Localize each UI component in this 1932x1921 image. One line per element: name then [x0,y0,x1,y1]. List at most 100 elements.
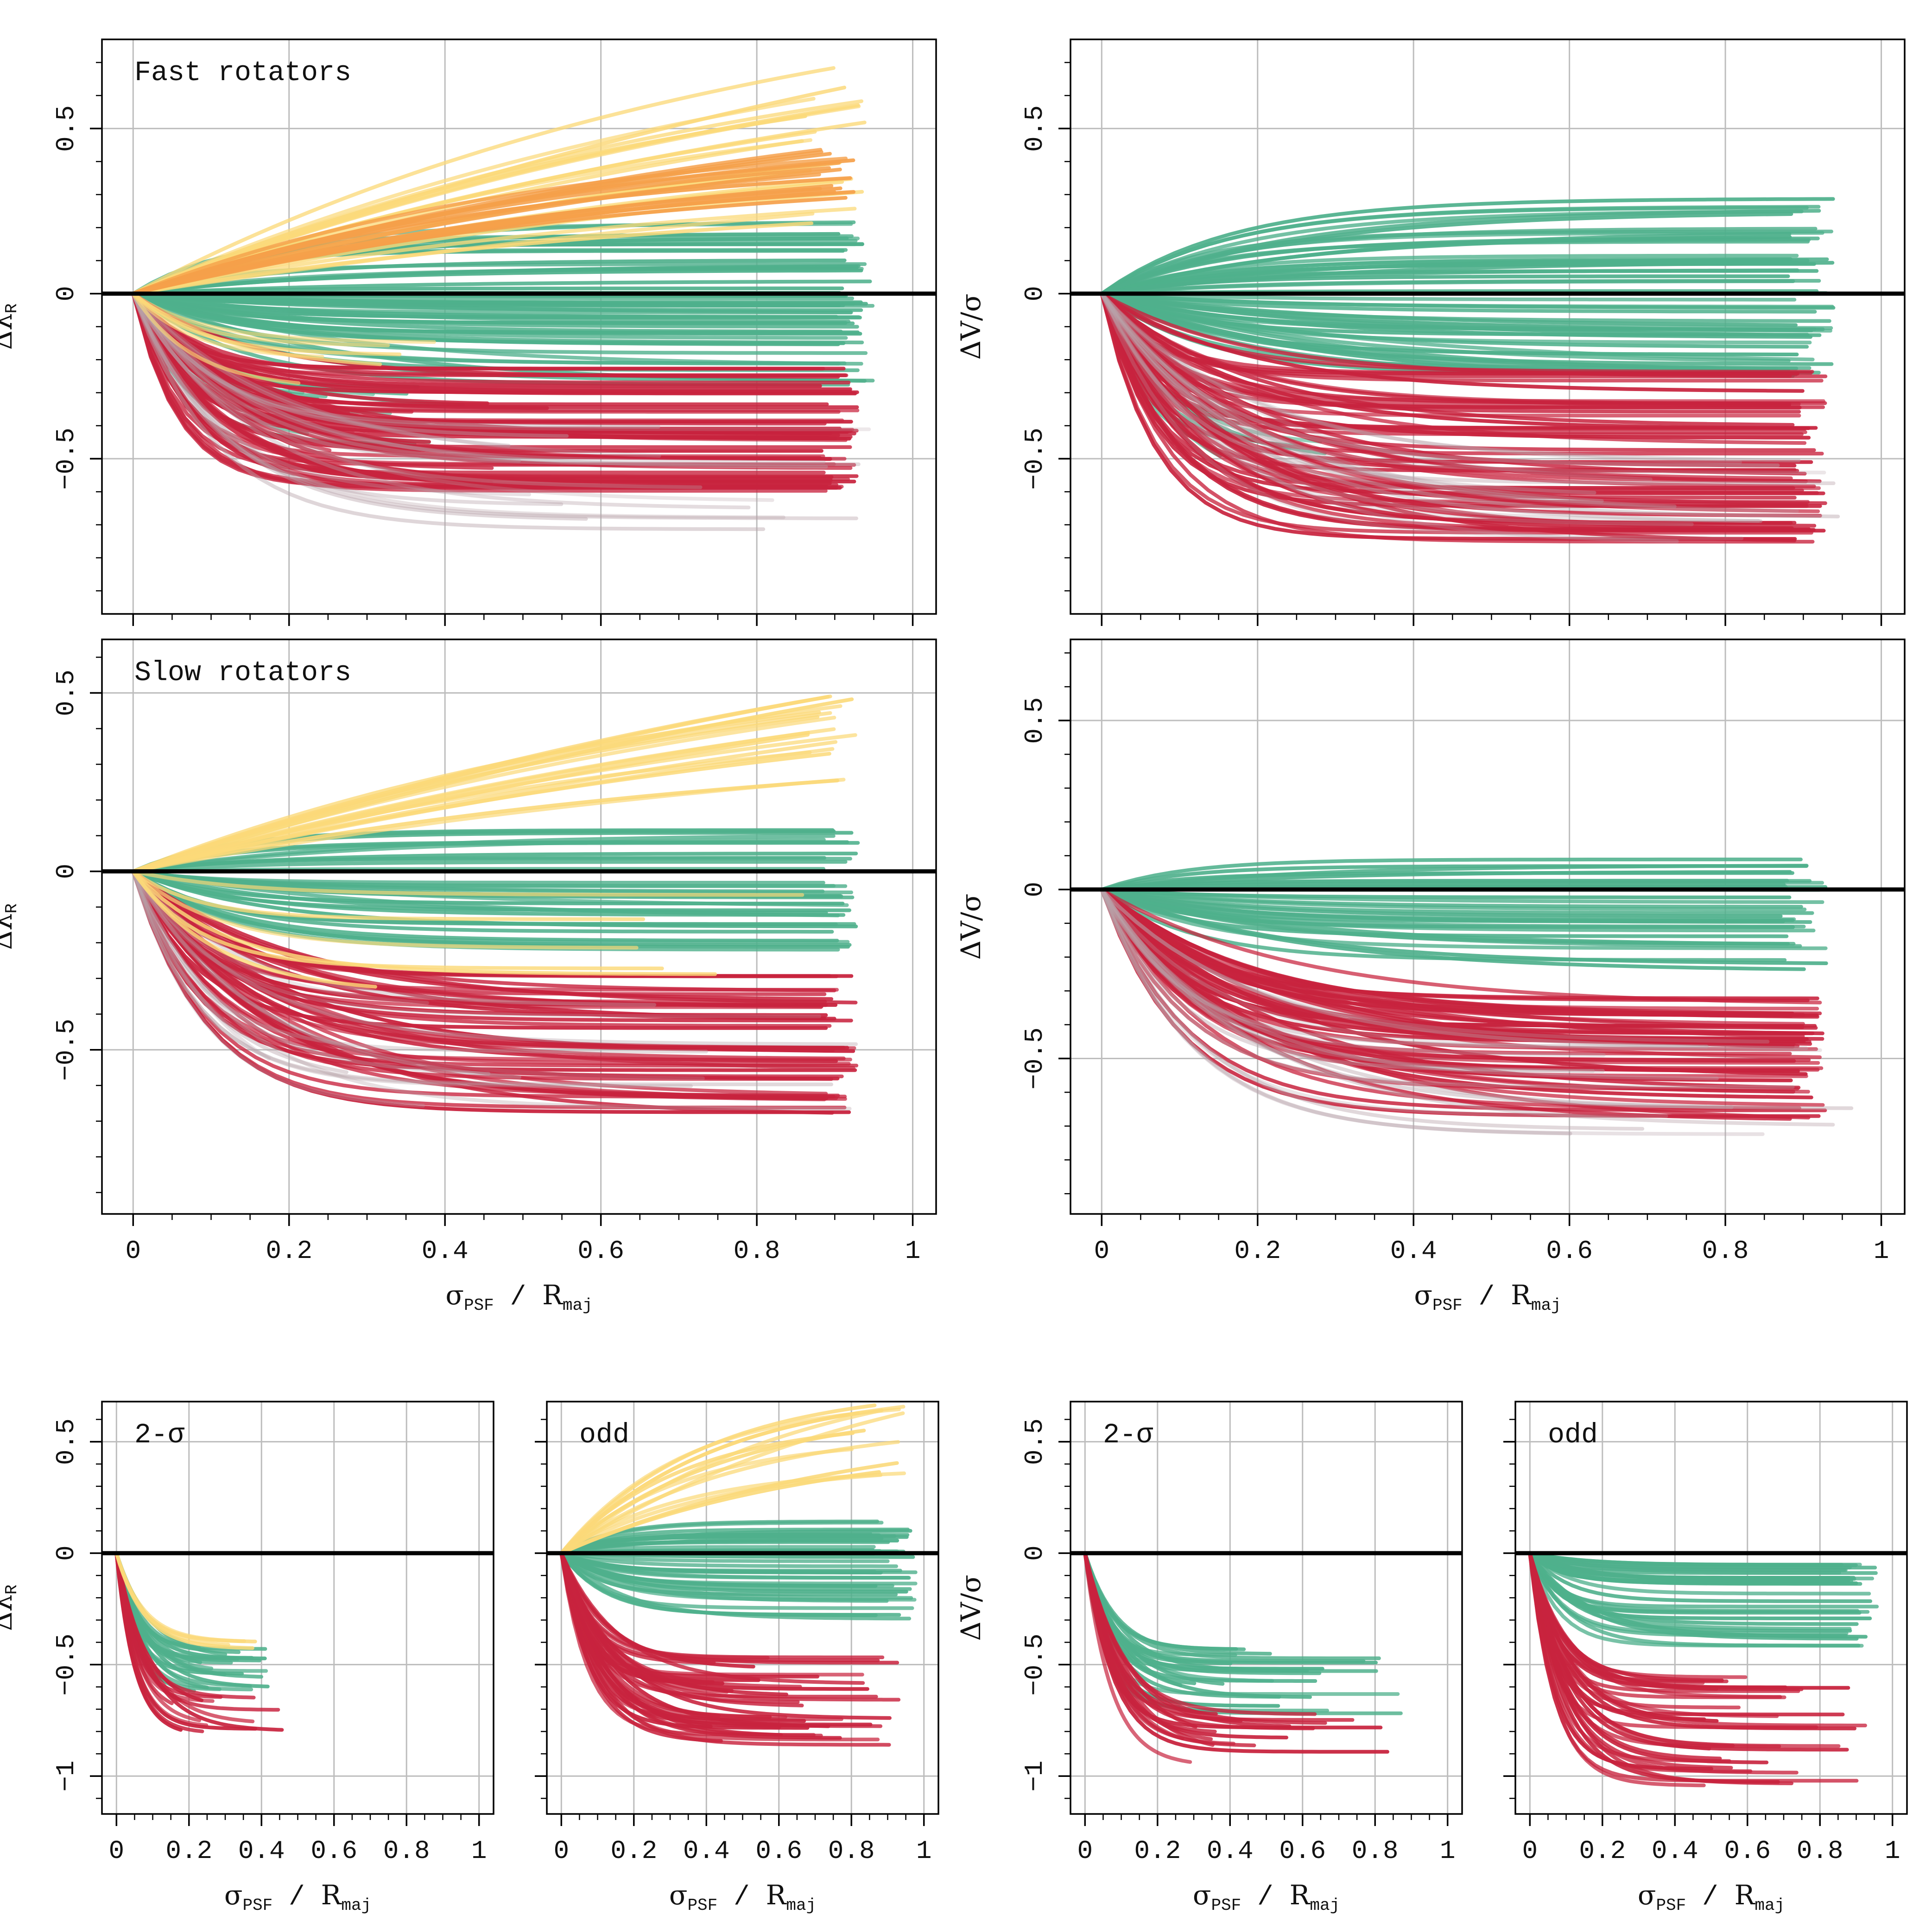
y-axis-title: ΔV/σ [955,1575,987,1641]
curve-green [131,286,844,296]
x-axis-title: σPSF / Rmaj [445,1279,592,1315]
curve-faint_red [1100,887,1709,1049]
curve-red [131,869,834,1115]
curve-green [1528,1551,1848,1572]
curve-red [131,291,852,449]
curve-faint_red [131,291,828,469]
curve-green [1100,236,1820,296]
curve-red [131,869,849,1050]
x-tick-label: 1 [471,1836,487,1866]
curve-red [1100,887,1817,1028]
curve-faint_red [1100,291,1826,474]
curve-faint_red [1100,291,1679,543]
curve-red [131,291,844,489]
curve-red [559,1551,864,1677]
panel-lambda_slow: 0 0.2 0.4 0.6 0.8 1 σPSF / Rmaj −0.5 0 0.5 ΔλR Slow… [0,638,937,1315]
curve-red [559,1551,843,1721]
curve-faint_red [1100,291,1799,513]
curve-yellow [131,99,863,296]
y-tick-label: 0 [51,286,81,302]
curve-green [1100,231,1824,296]
x-tick-label: 0.4 [238,1836,285,1866]
y-tick-label: −0.5 [1020,1633,1050,1695]
panel-vsigma_odd: 0 0.2 0.4 0.6 0.8 1 σPSF / Rmaj odd [1503,1401,1908,1915]
curve-yellow_neg [131,869,639,950]
curve-yellow [559,1470,881,1555]
curve-faint_red [1100,291,1677,508]
curve-yellow_neg [131,291,402,356]
curve-green [1528,1551,1861,1648]
curve-faint_red [131,291,826,464]
curve-green [131,291,848,340]
curve-red [1100,887,1793,1082]
curve-green [131,852,858,873]
panel-vsigma_2sigma: 0 0.2 0.4 0.6 0.8 1 σPSF / Rmaj −1 −0.5 0 0.5 ΔV/σ 2… [955,1401,1463,1915]
x-tick-label: 0.4 [1390,1236,1437,1266]
curve-red [559,1551,713,1728]
curve-green [559,1533,910,1555]
curve-green [131,291,845,307]
curve-orange [131,196,848,296]
curve-green [559,1545,876,1555]
curve-faint_red [1100,291,1840,518]
curve-red [1100,291,1821,490]
y-tick-label: 0.5 [1020,105,1050,152]
x-tick-label: 0.4 [1652,1836,1698,1866]
curve-red [1100,887,1792,1121]
curve-green [1100,887,1828,950]
curve-faint_red [131,291,531,497]
curve-green [1083,1551,1272,1656]
curve-red [131,869,847,1110]
curve-green [1100,260,1799,296]
curve-yellow_neg [131,291,390,348]
curve-red [559,1551,830,1728]
curve-red [1100,291,1820,513]
curve-green [559,1551,911,1580]
x-tick-label: 0 [125,1236,141,1266]
curve-green [1528,1551,1850,1583]
curve-faint_red [131,291,660,429]
curve-yellow [131,103,860,296]
curve-red [1100,291,1810,504]
curve-red [1100,291,1822,508]
curve-orange [131,150,823,296]
curve-green [1100,274,1790,296]
curve-red [1528,1551,1722,1761]
y-tick-label: 0 [51,864,81,879]
curve-faint_red [131,291,511,448]
x-tick-label: 0.6 [310,1836,357,1866]
curve-red [131,869,838,979]
curve-red [1100,887,1805,1017]
curve-faint_red [1100,887,1835,1127]
curve-faint_red [131,869,858,1046]
curve-green [559,1551,902,1573]
y-tick-label: −1 [1020,1761,1050,1792]
panel-lambda_2sigma: 0 0.2 0.4 0.6 0.8 1 σPSF / Rmaj −1 −0.5 0 0.5 ΔλR 2-… [0,1401,494,1915]
panel-vsigma_fast: −0.5 0 0.5 ΔV/σ [955,38,1906,626]
curve-green [114,1551,262,1662]
curve-yellow [131,731,810,873]
curve-faint_red [1100,291,1596,495]
curve-yellow_neg [131,291,301,385]
x-tick-label: 0.2 [1579,1836,1626,1866]
curve-red [1528,1551,1753,1773]
curve-red [131,291,846,371]
curve-red [114,1551,223,1699]
x-tick-label: 0.8 [383,1836,430,1866]
x-tick-label: 0.8 [828,1836,875,1866]
curve-red_short [131,291,489,405]
curve-red [1100,291,1792,406]
x-tick-label: 1 [1874,1236,1889,1266]
curves [1528,1551,1879,1788]
curve-green [1528,1551,1862,1615]
curve-green [131,291,838,319]
curve-green [1100,887,1814,915]
panel-frame [101,638,937,1215]
curve-faint_red [1100,887,1808,1050]
curve-green [1083,1551,1400,1696]
curve-faint_red [131,291,785,519]
curve-yellow [131,710,821,873]
curve-red [1528,1551,1856,1731]
curve-green [131,869,849,907]
curve-green [1100,291,1834,366]
